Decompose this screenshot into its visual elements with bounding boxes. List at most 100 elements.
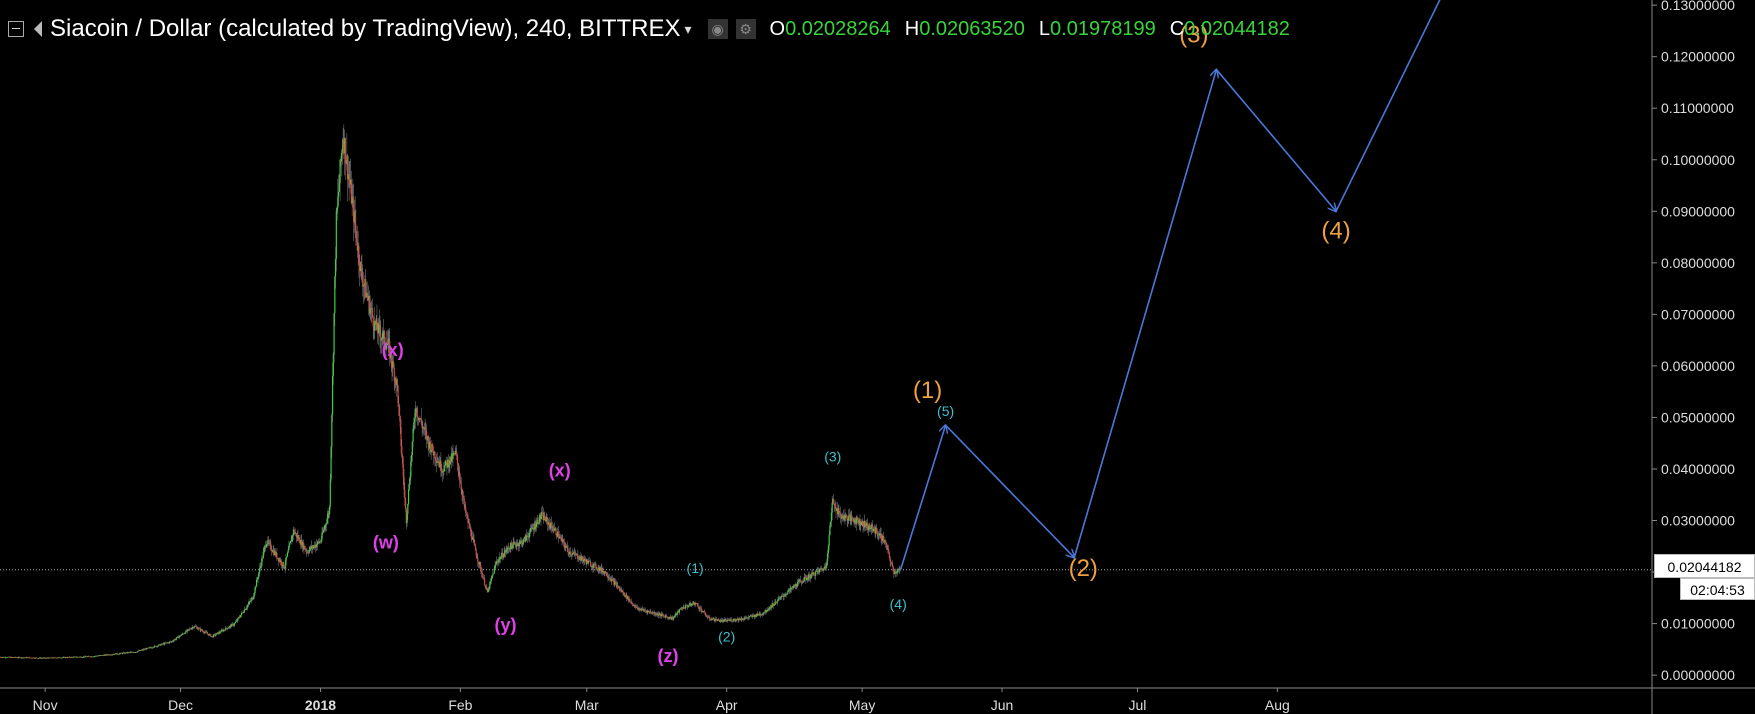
candle-body	[854, 519, 856, 523]
x-tick-label: 2018	[305, 697, 336, 713]
candle-body	[145, 648, 147, 650]
candle-body	[821, 568, 823, 570]
candle-body	[569, 551, 571, 555]
candle-body	[748, 617, 750, 618]
ohlc-open: O0.02028264	[769, 17, 891, 40]
candle-body	[319, 541, 322, 543]
candle-body	[641, 609, 643, 611]
candle-body	[587, 560, 589, 564]
candle-body	[241, 612, 243, 614]
candle-body	[197, 628, 199, 630]
candle-body	[338, 182, 340, 192]
candle-body	[227, 628, 229, 629]
candle-body	[218, 631, 220, 634]
candle-body	[149, 647, 151, 648]
collapse-toggle-icon[interactable]	[8, 21, 24, 37]
candle-body	[94, 655, 97, 657]
candle-body	[310, 545, 313, 549]
candle-body	[517, 543, 519, 545]
candle-body	[450, 456, 452, 462]
candle-body	[189, 628, 191, 630]
chevron-down-icon[interactable]: ▾	[684, 20, 692, 37]
candle-body	[527, 535, 529, 537]
candle-body	[91, 656, 93, 658]
candle-body	[181, 633, 183, 635]
candle-body	[715, 618, 717, 621]
candle-body	[472, 536, 474, 540]
candle-body	[537, 519, 539, 524]
candle-body	[273, 550, 275, 555]
candle-body	[742, 619, 744, 621]
candle-body	[846, 515, 848, 521]
candle-body	[463, 498, 465, 506]
candle-body	[768, 609, 770, 610]
candle-body	[492, 573, 495, 574]
y-tick-label: 0.09000000	[1661, 203, 1735, 219]
candle-body	[726, 620, 728, 622]
candle-body	[711, 619, 713, 620]
candle-body	[360, 262, 362, 269]
candle-body	[654, 612, 656, 615]
candle-body	[555, 528, 557, 535]
candle-body	[233, 624, 235, 626]
candle-body	[186, 629, 188, 632]
candle-body	[132, 652, 134, 653]
candle-body	[207, 633, 209, 635]
wave-label: (3)	[1179, 21, 1208, 48]
candle-body	[634, 605, 636, 606]
candle-body	[459, 475, 461, 481]
candle-body	[1, 657, 3, 658]
candle-body	[502, 552, 504, 558]
candle-body	[823, 568, 825, 571]
candle-body	[168, 641, 170, 644]
candle-body	[83, 656, 85, 658]
candle-body	[459, 480, 462, 484]
candle-body	[350, 179, 352, 204]
candle-body	[654, 612, 656, 614]
candle-body	[139, 650, 141, 651]
candle-body	[689, 603, 691, 606]
candle-body	[249, 601, 252, 602]
candle-body	[436, 461, 438, 463]
x-tick-label: Jun	[991, 697, 1014, 713]
candle-body	[368, 295, 371, 314]
candle-body	[429, 442, 431, 449]
candle-body	[359, 262, 362, 272]
candle-body	[616, 585, 618, 587]
candle-body	[505, 550, 507, 553]
candle-body	[886, 544, 888, 550]
candle-body	[215, 634, 217, 636]
candle-body	[395, 378, 397, 385]
candle-body	[482, 577, 484, 579]
candle-body	[87, 656, 89, 657]
candle-body	[434, 451, 436, 459]
candle-body	[438, 462, 440, 464]
candle-body	[72, 657, 74, 658]
candle-body	[753, 615, 755, 618]
eye-icon[interactable]: ◉	[707, 19, 728, 39]
candle-body	[547, 522, 550, 525]
candle-body	[507, 547, 509, 549]
candle-body	[500, 556, 502, 560]
candle-body	[106, 654, 109, 656]
candle-body	[298, 537, 300, 539]
candle-body	[679, 609, 681, 610]
candle-body	[443, 470, 445, 472]
candle-body	[388, 338, 390, 342]
candle-body	[408, 484, 410, 490]
candle-body	[831, 502, 833, 513]
candle-body	[182, 633, 184, 635]
symbol-title[interactable]: Siacoin / Dollar (calculated by TradingV…	[50, 15, 681, 42]
candle-body	[143, 649, 146, 650]
candle-body	[146, 648, 149, 649]
candle-body	[526, 535, 528, 537]
candle-body	[404, 498, 407, 509]
flag-icon[interactable]	[34, 21, 42, 37]
gear-icon[interactable]: ⚙	[735, 19, 756, 39]
candle-body	[272, 550, 274, 553]
candle-body	[184, 633, 186, 634]
candle-body	[27, 657, 30, 659]
candle-body	[596, 569, 599, 570]
candle-body	[614, 581, 616, 585]
